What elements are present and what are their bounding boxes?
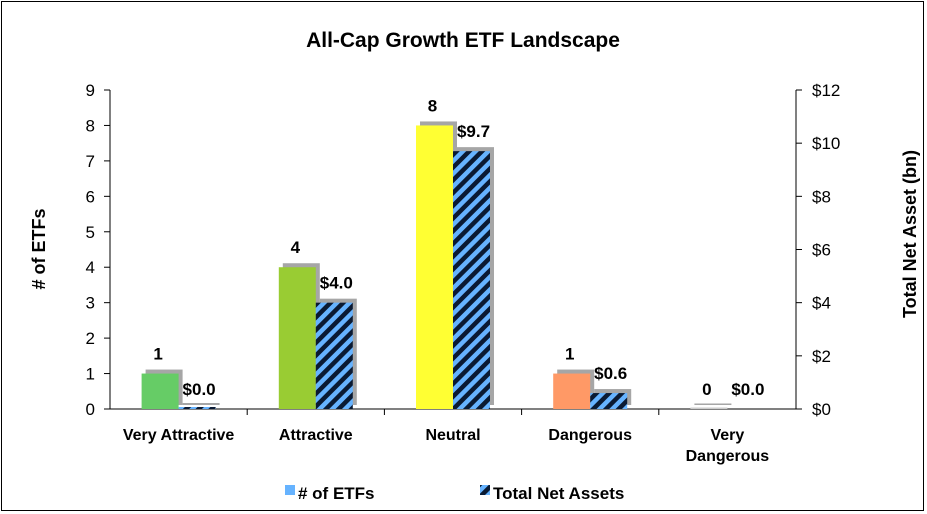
bar-etf-count [278,267,316,409]
right-y-axis: $0 $2 $4 $6 $8 $10 $12 [795,81,840,419]
data-label-etf-count: 1 [153,345,162,364]
legend: # of ETFs Total Net Assets [285,484,624,503]
right-tick-label: $8 [812,187,831,206]
right-tick-label: $6 [812,241,831,260]
left-tick-label: 6 [86,187,95,206]
data-label-etf-count: 4 [291,238,301,257]
legend-label-assets: Total Net Assets [493,484,624,503]
left-tick-label: 8 [86,116,95,135]
bar-etf-count [553,373,591,409]
data-label-net-assets: $0.6 [594,364,627,383]
data-label-etf-count: 1 [565,345,574,364]
bar-etf-count [141,373,179,409]
right-axis-title: Total Net Asset (bn) [900,150,920,318]
left-tick-label: 3 [86,294,95,313]
legend-swatch-assets [480,485,490,495]
bar-shadow [182,403,220,405]
bar-etf-count [416,125,453,409]
right-tick-label: $4 [812,294,831,313]
category-label-group: Very Attractive Attractive Neutral Dangerou… [123,427,769,465]
bar-group [141,121,732,409]
left-tick-label: 5 [86,223,95,242]
right-tick-label: $10 [812,134,840,153]
chart-title: All-Cap Growth ETF Landscape [306,29,620,52]
category-label: Dangerous [686,448,770,465]
data-label-net-assets: $4.0 [320,274,353,293]
category-label: Neutral [425,427,480,444]
legend-swatch-etfs [285,485,295,495]
left-y-axis: 0 1 2 3 4 5 6 7 8 9 [86,81,796,419]
bar-net-assets [590,393,628,409]
legend-label-etfs: # of ETFs [298,484,375,503]
data-label-net-assets: $0.0 [183,380,216,399]
data-label-etf-count: 0 [702,380,711,399]
left-tick-label: 4 [86,258,95,277]
right-tick-label: $0 [812,400,831,419]
left-tick-label: 7 [86,152,95,171]
data-label-net-assets: $9.7 [457,122,490,141]
data-label-etf-count: 8 [428,96,437,115]
category-label: Very Attractive [123,427,235,444]
left-axis-title: # of ETFs [29,208,49,289]
category-label: Attractive [279,427,353,444]
data-label-net-assets: $0.0 [731,380,764,399]
left-tick-label: 9 [86,81,95,100]
bar-shadow [694,403,732,405]
bar-etf-count [690,407,728,409]
category-label: Dangerous [548,427,632,444]
left-tick-label: 0 [86,400,95,419]
left-tick-label: 1 [86,365,95,384]
category-label: Very [710,427,744,444]
bar-net-assets [178,407,216,409]
left-tick-label: 2 [86,329,95,348]
right-tick-label: $2 [812,347,831,366]
bar-net-assets [315,302,353,409]
right-tick-label: $12 [812,81,840,100]
data-label-group: 1 $0.0 4 $4.0 8 $9.7 1 $0.6 0 $0.0 [153,96,764,399]
bar-net-assets [453,151,490,409]
